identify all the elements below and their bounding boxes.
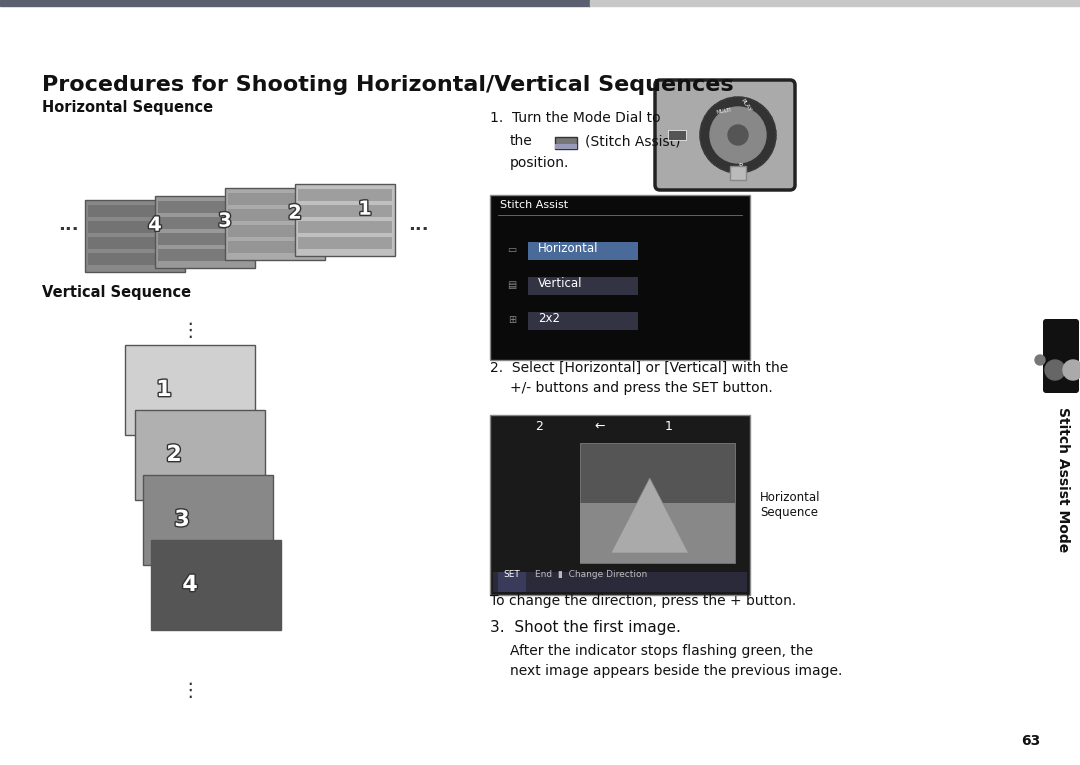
Bar xyxy=(295,184,395,256)
Text: 2: 2 xyxy=(535,420,543,433)
Text: ...: ... xyxy=(57,216,79,234)
Bar xyxy=(87,237,183,249)
Bar xyxy=(580,503,735,563)
Bar xyxy=(528,312,638,330)
Bar xyxy=(143,475,273,565)
Text: 2: 2 xyxy=(166,445,181,465)
Text: To change the direction, press the + button.: To change the direction, press the + but… xyxy=(490,594,796,608)
Text: Horizontal Sequence: Horizontal Sequence xyxy=(42,100,213,115)
Bar xyxy=(528,277,638,295)
Bar xyxy=(298,205,392,217)
Bar xyxy=(158,217,252,229)
Text: ⊞: ⊞ xyxy=(508,315,516,325)
Circle shape xyxy=(728,125,748,145)
Text: After the indicator stops flashing green, the: After the indicator stops flashing green… xyxy=(510,644,813,658)
Bar xyxy=(490,195,750,360)
Text: ⋮: ⋮ xyxy=(180,681,200,699)
Bar xyxy=(85,200,185,272)
Bar xyxy=(228,241,322,253)
Text: End  ▮  Change Direction: End ▮ Change Direction xyxy=(535,570,647,579)
Text: ⋮: ⋮ xyxy=(180,321,200,340)
FancyBboxPatch shape xyxy=(1043,319,1079,393)
Bar xyxy=(492,572,747,592)
Text: 1: 1 xyxy=(157,380,172,400)
Bar xyxy=(498,572,526,592)
Bar xyxy=(158,233,252,245)
Bar xyxy=(158,249,252,261)
Text: 4: 4 xyxy=(183,575,198,595)
Text: next image appears beside the previous image.: next image appears beside the previous i… xyxy=(510,664,842,678)
Text: +/- buttons and press the SET button.: +/- buttons and press the SET button. xyxy=(510,381,773,395)
Text: 3: 3 xyxy=(218,212,232,231)
Bar xyxy=(158,201,252,213)
Text: 4: 4 xyxy=(148,216,162,235)
Text: ▭: ▭ xyxy=(508,245,516,255)
Text: the: the xyxy=(510,134,532,148)
Circle shape xyxy=(1035,355,1045,365)
Text: (Stitch Assist): (Stitch Assist) xyxy=(585,134,680,148)
Bar xyxy=(151,540,281,630)
Text: SET: SET xyxy=(503,570,521,579)
Text: Horizontal: Horizontal xyxy=(538,242,598,255)
Text: MULTI: MULTI xyxy=(716,107,732,115)
Bar xyxy=(298,189,392,201)
Text: PLAY: PLAY xyxy=(740,98,753,113)
Text: 3: 3 xyxy=(174,510,190,530)
Bar xyxy=(87,205,183,217)
Text: Vertical: Vertical xyxy=(538,277,582,290)
Bar xyxy=(590,0,1080,6)
Bar xyxy=(0,0,590,6)
Bar xyxy=(580,443,735,563)
Text: P: P xyxy=(738,163,742,169)
Text: Stitch Assist Mode: Stitch Assist Mode xyxy=(1056,408,1070,552)
Text: 1: 1 xyxy=(359,200,372,219)
Text: 63: 63 xyxy=(1021,734,1040,748)
Text: Stitch Assist: Stitch Assist xyxy=(500,200,568,210)
Bar xyxy=(298,237,392,249)
Text: Procedures for Shooting Horizontal/Vertical Sequences: Procedures for Shooting Horizontal/Verti… xyxy=(42,75,733,95)
Text: ←: ← xyxy=(595,420,605,433)
Circle shape xyxy=(1063,360,1080,380)
Bar xyxy=(87,253,183,265)
Bar xyxy=(225,188,325,260)
Bar xyxy=(228,209,322,221)
Text: ▤: ▤ xyxy=(508,280,516,290)
Bar xyxy=(555,137,577,149)
Bar xyxy=(528,242,638,260)
Bar xyxy=(125,345,255,435)
Text: position.: position. xyxy=(510,156,569,170)
Bar xyxy=(135,410,265,500)
Text: Vertical Sequence: Vertical Sequence xyxy=(42,285,191,300)
Text: Horizontal
Sequence: Horizontal Sequence xyxy=(760,491,821,519)
Bar xyxy=(156,196,255,268)
FancyBboxPatch shape xyxy=(654,80,795,190)
Bar xyxy=(228,225,322,237)
Bar xyxy=(87,221,183,233)
Bar xyxy=(555,144,577,149)
Text: ...: ... xyxy=(407,216,429,234)
Text: 1.  Turn the Mode Dial to: 1. Turn the Mode Dial to xyxy=(490,111,661,125)
Bar xyxy=(669,130,686,140)
Circle shape xyxy=(710,107,766,163)
Bar xyxy=(730,166,746,180)
Circle shape xyxy=(700,97,777,173)
Text: 3.  Shoot the first image.: 3. Shoot the first image. xyxy=(490,620,680,635)
Text: 1: 1 xyxy=(665,420,673,433)
Text: 2x2: 2x2 xyxy=(538,312,561,325)
Text: 2.  Select [Horizontal] or [Vertical] with the: 2. Select [Horizontal] or [Vertical] wit… xyxy=(490,361,788,375)
Bar xyxy=(298,221,392,233)
Bar xyxy=(228,193,322,205)
Text: 2: 2 xyxy=(288,203,301,223)
Bar xyxy=(490,415,750,595)
Circle shape xyxy=(1045,360,1065,380)
Polygon shape xyxy=(611,478,689,553)
